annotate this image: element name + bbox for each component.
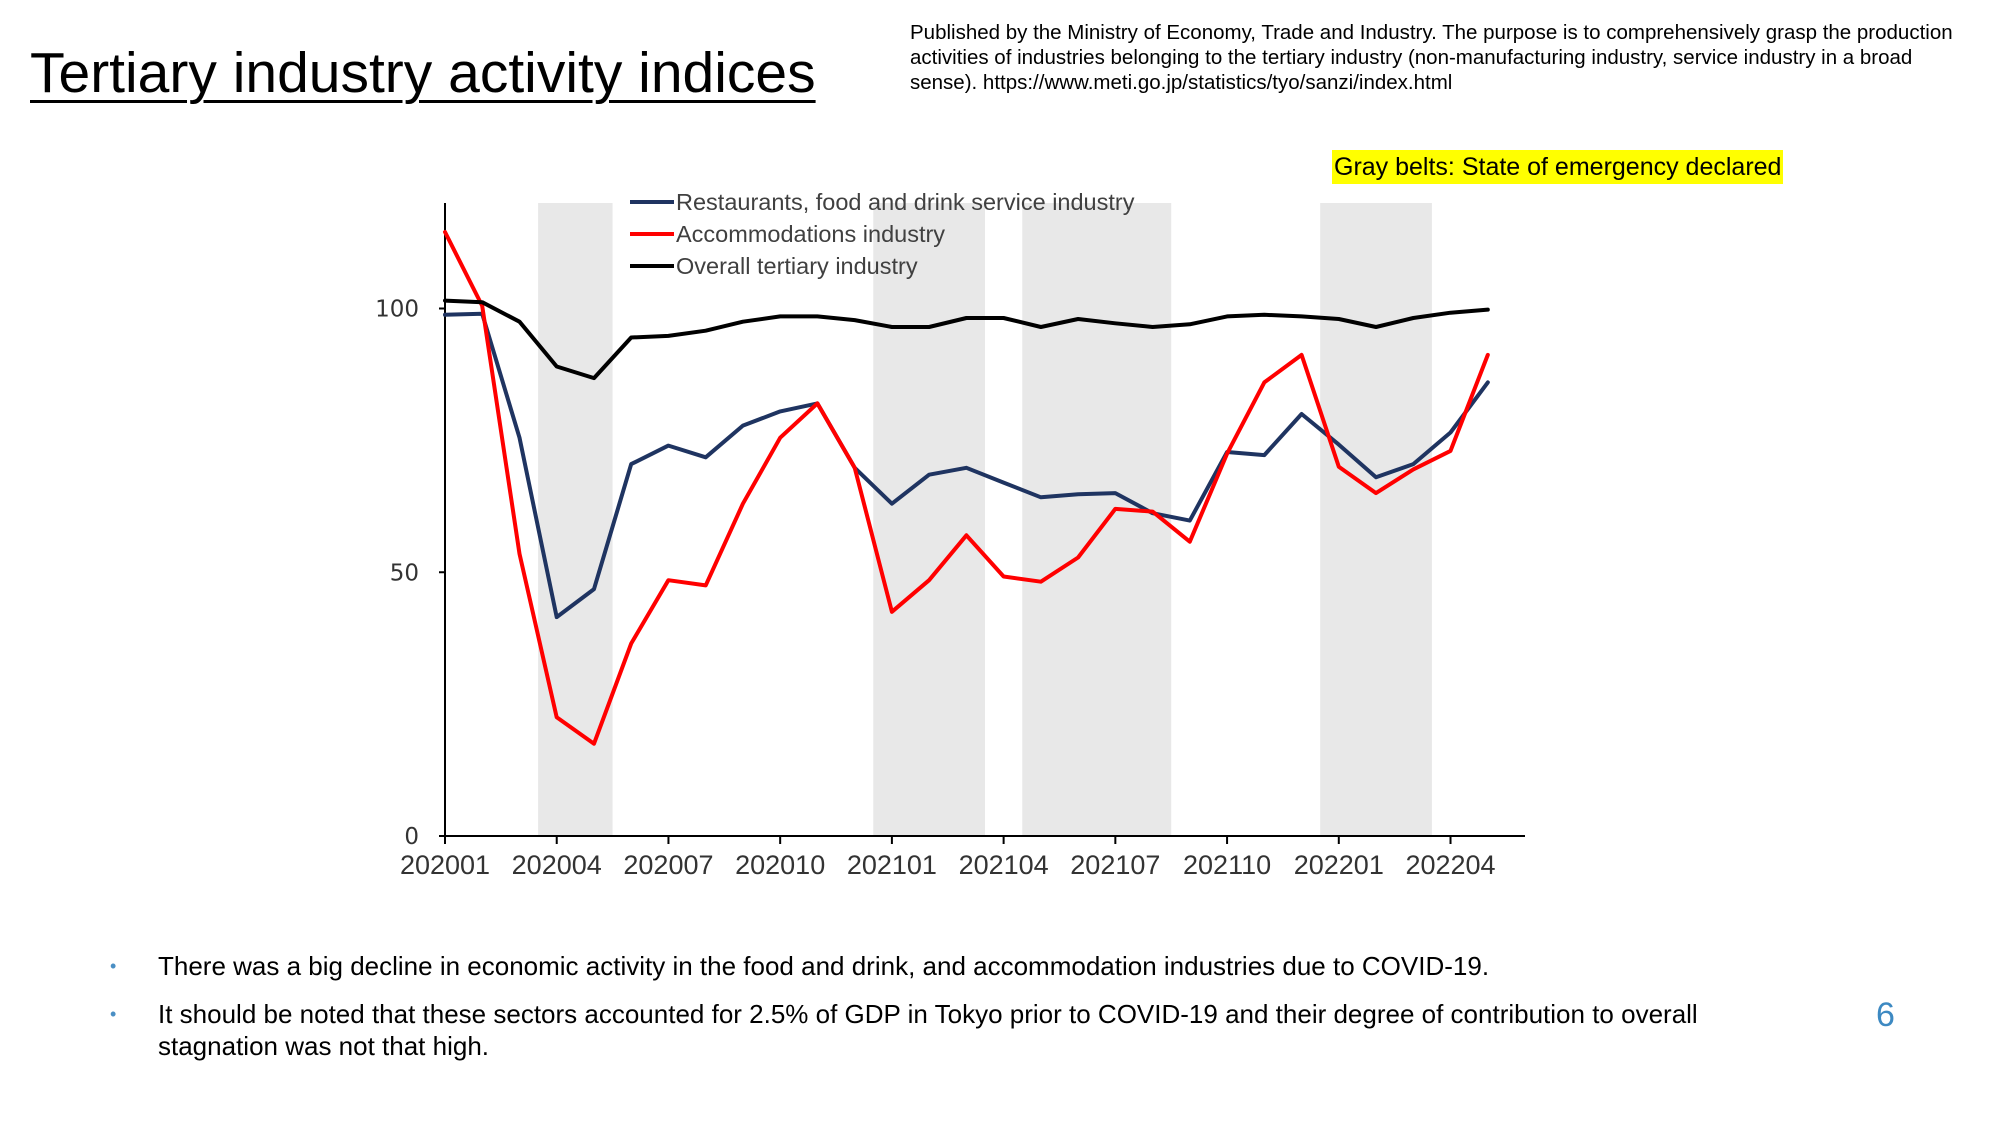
bullet-dot-icon: • — [110, 1004, 117, 1024]
legend-label: Overall tertiary industry — [676, 253, 918, 279]
bullet-item: • It should be noted that these sectors … — [110, 998, 1730, 1062]
bullet-list: • There was a big decline in economic ac… — [110, 950, 1730, 1078]
legend-label: Accommodations industry — [676, 221, 945, 247]
x-tick-label: 202101 — [847, 850, 937, 880]
y-tick-label: 100 — [375, 297, 419, 323]
emergency-belts — [538, 203, 1432, 836]
slide-title: Tertiary industry activity indices — [30, 41, 816, 105]
x-tick-label: 202201 — [1294, 850, 1384, 880]
emergency-belt — [1022, 203, 1172, 836]
x-tick-label: 202107 — [1070, 850, 1160, 880]
series-line — [443, 230, 1490, 746]
x-tick-label: 202001 — [400, 850, 490, 880]
x-tick-label: 202010 — [735, 850, 825, 880]
legend-label: Restaurants, food and drink service indu… — [676, 189, 1135, 215]
bullet-dot-icon: • — [110, 956, 117, 976]
x-tick-label: 202204 — [1405, 850, 1495, 880]
chart-axes: 0 50 100 202001 202004 202007 202010 202101 2021… — [375, 203, 1525, 880]
y-tick-label: 50 — [390, 560, 419, 586]
emergency-belts-note: Gray belts: State of emergency declared — [1332, 150, 1784, 184]
activity-index-chart: 0 50 100 202001 202004 202007 202010 202101 2021… — [375, 189, 1525, 880]
x-tick-label: 202004 — [512, 850, 602, 880]
x-tick-label: 202110 — [1183, 850, 1271, 880]
series-line — [443, 298, 1490, 381]
page-number: 6 — [1876, 996, 1895, 1034]
bullet-item: • There was a big decline in economic ac… — [110, 950, 1730, 982]
x-tick-label: 202104 — [959, 850, 1049, 880]
series-lines — [443, 230, 1490, 746]
emergency-belt — [1320, 203, 1432, 836]
bullet-text: There was a big decline in economic acti… — [158, 951, 1490, 981]
emergency-belt — [873, 203, 985, 836]
x-tick-label: 202007 — [623, 850, 713, 880]
series-line — [443, 311, 1490, 620]
source-note: Published by the Ministry of Economy, Tr… — [910, 21, 1953, 94]
bullet-text: It should be noted that these sectors ac… — [158, 999, 1698, 1061]
chart-legend: Restaurants, food and drink service indu… — [630, 189, 1135, 279]
y-tick-label: 0 — [404, 824, 419, 850]
emergency-belt — [538, 203, 613, 836]
